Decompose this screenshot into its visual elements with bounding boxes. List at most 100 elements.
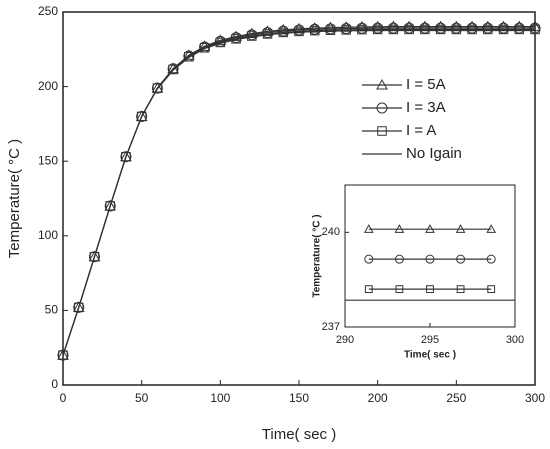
x-axis-label: Time( sec ) (262, 426, 336, 443)
marker-circle (88, 251, 100, 263)
marker-square (89, 251, 100, 262)
marker-circle (356, 22, 368, 34)
marker-square (388, 24, 399, 35)
marker-circle (486, 254, 496, 264)
marker-circle (364, 254, 374, 264)
marker-triangle (214, 34, 227, 45)
marker-circle (498, 22, 510, 34)
y-tick-label: 150 (38, 153, 58, 167)
y-tick-label: 250 (38, 4, 58, 18)
marker-square (184, 52, 194, 62)
marker-circle (340, 23, 352, 35)
marker-circle (450, 22, 462, 34)
marker-square (199, 43, 210, 53)
x-tick-label: 295 (421, 334, 439, 346)
legend-label: I = A (406, 122, 436, 139)
marker-circle (136, 110, 148, 122)
inset-chart: 290 295 300 237 240 Time( sec ) Temperature( °… (312, 184, 524, 361)
y-tick-label: 0 (51, 377, 58, 391)
marker-circle (376, 102, 388, 114)
marker-square (168, 64, 178, 75)
x-tick-label: 0 (60, 391, 67, 405)
legend-label: I = 5A (406, 76, 446, 93)
legend-label: I = 3A (406, 99, 446, 116)
marker-square (58, 350, 68, 360)
marker-circle (466, 22, 478, 34)
marker-square (426, 285, 434, 294)
marker-square (451, 24, 462, 35)
marker-triangle (394, 224, 405, 233)
y-axis-label: Temperature( °C ) (6, 139, 23, 258)
x-tick-label: 150 (289, 391, 309, 405)
marker-square (377, 126, 387, 136)
marker-circle (262, 27, 274, 39)
marker-circle (394, 254, 404, 264)
marker-triangle (486, 224, 497, 233)
marker-square (420, 24, 430, 35)
marker-square (341, 25, 351, 35)
marker-square (136, 111, 147, 122)
x-axis-label: Time( sec ) (404, 350, 456, 361)
y-axis-label: Temperature( °C ) (312, 214, 323, 297)
marker-circle (120, 151, 132, 163)
marker-circle (482, 22, 494, 34)
marker-square (467, 24, 477, 35)
marker-square (404, 24, 414, 35)
marker-square (73, 302, 84, 313)
marker-square (364, 285, 373, 294)
x-tick-label: 50 (135, 391, 149, 405)
legend-label: No Igain (406, 145, 462, 162)
marker-triangle (363, 224, 374, 233)
marker-triangle (455, 224, 466, 233)
y-tick-label: 100 (38, 228, 58, 242)
series-line (62, 29, 535, 356)
marker-circle (435, 22, 447, 34)
marker-circle (57, 349, 69, 361)
marker-circle (513, 22, 525, 34)
marker-circle (151, 82, 163, 94)
marker-square (498, 24, 509, 35)
marker-circle (387, 22, 399, 34)
marker-square (514, 24, 525, 35)
marker-triangle (376, 78, 388, 90)
marker-circle (73, 301, 85, 313)
x-tick-label: 250 (446, 391, 466, 405)
plot-frame (344, 184, 516, 328)
marker-square (357, 24, 367, 35)
marker-circle (293, 24, 305, 36)
x-tick-label: 100 (210, 391, 230, 405)
marker-square (325, 25, 336, 35)
marker-square (395, 285, 404, 294)
marker-square (152, 83, 163, 93)
y-tick-label: 240 (322, 226, 340, 238)
marker-square (530, 24, 540, 35)
marker-circle (277, 25, 289, 37)
marker-square (456, 285, 465, 294)
x-tick-label: 200 (368, 391, 388, 405)
marker-square (487, 285, 496, 294)
y-tick-label: 237 (322, 321, 340, 333)
marker-square (435, 24, 446, 35)
x-tick-label: 300 (506, 334, 524, 346)
marker-circle (529, 22, 541, 34)
x-tick-label: 290 (336, 334, 354, 346)
marker-square (309, 25, 320, 36)
marker-square (372, 24, 383, 35)
marker-circle (425, 254, 435, 264)
marker-circle (372, 22, 384, 34)
y-tick-label: 200 (38, 79, 58, 93)
marker-circle (324, 23, 336, 35)
marker-circle (419, 22, 431, 34)
y-tick-label: 50 (45, 303, 59, 317)
marker-triangle (245, 27, 258, 39)
marker-square (278, 27, 289, 38)
marker-circle (104, 200, 116, 212)
marker-square (294, 26, 304, 37)
marker-square (105, 201, 115, 211)
marker-square (121, 151, 131, 162)
marker-circle (403, 22, 415, 34)
marker-triangle (230, 30, 242, 42)
x-tick-label: 300 (525, 391, 545, 405)
marker-square (483, 24, 493, 35)
